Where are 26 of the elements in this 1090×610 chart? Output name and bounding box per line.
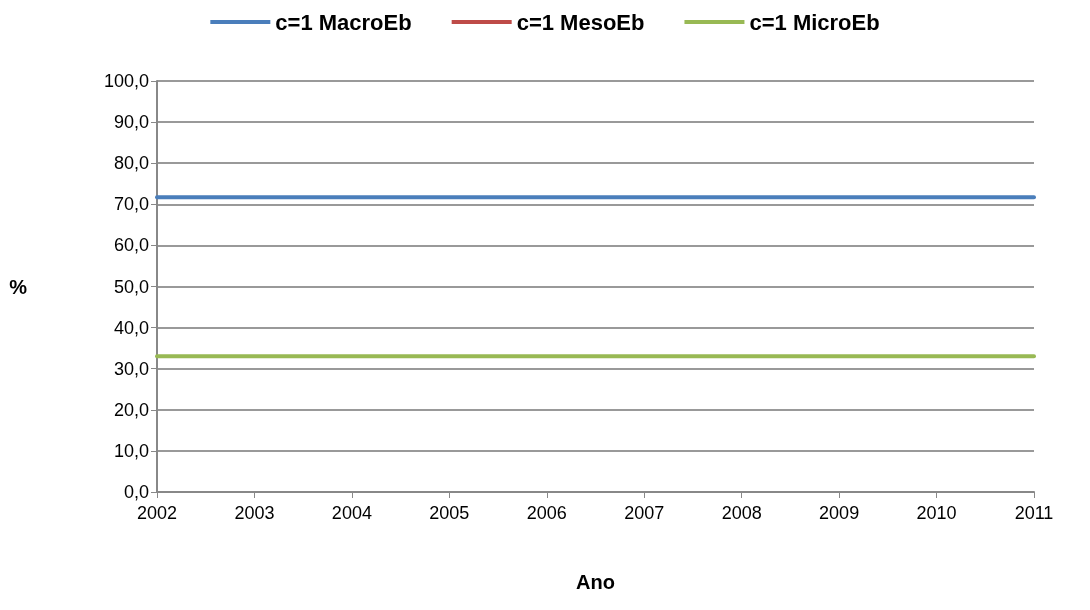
x-tick-label: 2008 <box>721 503 762 523</box>
y-tick-label: 30,0 <box>113 358 149 379</box>
legend-label: c=1 MesoEb <box>516 9 645 35</box>
x-axis-title: Ano <box>576 571 615 593</box>
y-axis-title: % <box>9 275 28 298</box>
y-tick-label: 50,0 <box>113 276 149 297</box>
y-tick-label: 10,0 <box>113 440 149 461</box>
y-tick-label: 70,0 <box>113 194 149 215</box>
y-tick-label: 0,0 <box>123 482 149 502</box>
legend-label: c=1 MacroEb <box>275 9 412 35</box>
y-tick-label: 100,0 <box>103 71 149 91</box>
legend-label: c=1 MicroEb <box>749 9 880 35</box>
x-tick-label: 2009 <box>819 503 860 523</box>
y-tick-label: 80,0 <box>113 153 149 174</box>
y-tick-label: 40,0 <box>113 317 149 338</box>
y-tick-label: 60,0 <box>113 235 149 256</box>
x-tick-label: 2004 <box>331 503 372 523</box>
x-tick-label: 2003 <box>234 503 275 523</box>
x-tick-label: 2006 <box>526 503 567 523</box>
x-tick-label: 2011 <box>1014 503 1054 523</box>
y-tick-label: 90,0 <box>113 112 149 133</box>
x-tick-label: 2007 <box>624 503 665 523</box>
x-tick-label: 2002 <box>136 503 178 523</box>
x-tick-label: 2005 <box>429 503 470 523</box>
y-tick-label: 20,0 <box>113 399 149 420</box>
x-tick-label: 2010 <box>916 503 957 523</box>
